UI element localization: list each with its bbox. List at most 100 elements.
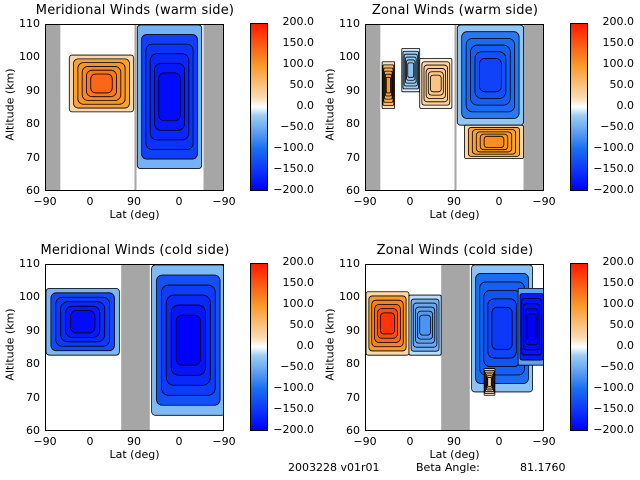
x-axis-label: Lat (deg) (109, 208, 160, 221)
y-tick-label: 100 (19, 50, 40, 64)
y-tick-label: 90 (346, 323, 360, 337)
y-tick-label: 90 (26, 323, 40, 337)
x-tick-label: −90 (33, 435, 57, 448)
x-tick-label: −90 (212, 195, 236, 208)
x-tick-label: 90 (447, 435, 461, 448)
no-data-band (441, 265, 470, 430)
x-tick-label: 90 (127, 435, 141, 448)
colorbar-tick-label: −150.0 (593, 162, 634, 175)
chart-panel: Zonal Winds (warm side) Altitude (km) 110 1… (320, 0, 640, 240)
no-data-band (121, 265, 150, 430)
contour-level (175, 314, 201, 366)
y-tick-label: 90 (346, 83, 360, 97)
x-tick-label: 90 (447, 195, 461, 208)
x-tick-label: 0 (495, 435, 503, 448)
contour-plot-area (365, 24, 544, 191)
x-tick-label: 0 (406, 195, 414, 208)
contour-plot-area (45, 24, 224, 191)
x-tick-label: 0 (406, 435, 414, 448)
contour-level (407, 62, 415, 78)
chart-panel: Meridional Winds (warm side) Altitude (km… (0, 0, 320, 240)
colorbar-tick-label: 150.0 (602, 276, 635, 289)
colorbar-tick-label: 150.0 (602, 36, 635, 49)
chart-panel: Meridional Winds (cold side) Altitude (km… (0, 240, 320, 480)
colorbar-tick-label: −200.0 (593, 423, 634, 436)
contour-level (419, 314, 431, 336)
y-tick-label: 110 (339, 17, 360, 30)
colorbar-tick-label: −100.0 (273, 381, 314, 394)
y-tick-label: 60 (346, 424, 360, 437)
colorbar (570, 263, 588, 431)
contour-level (430, 74, 442, 93)
contour-level (491, 306, 513, 351)
colorbar-tick-label: −50.0 (280, 120, 314, 133)
y-tick-label: 100 (19, 290, 40, 304)
contour-level (90, 73, 113, 94)
colorbar-tick-label: −200.0 (593, 183, 634, 196)
colorbar-tick-label: −50.0 (600, 360, 634, 373)
y-tick-label: 100 (339, 50, 360, 64)
x-tick-label: −90 (532, 195, 556, 208)
colorbar-tick-label: −200.0 (273, 183, 314, 196)
y-tick-label: 70 (346, 150, 360, 164)
y-tick-label: 70 (26, 390, 40, 404)
colorbar-tick-label: 150.0 (282, 276, 315, 289)
no-data-band (203, 25, 223, 190)
y-tick-label: 90 (26, 83, 40, 97)
y-axis-label: Altitude (km) (323, 308, 337, 381)
x-axis-label: Lat (deg) (109, 448, 160, 461)
x-axis-label: Lat (deg) (429, 208, 480, 221)
contour-level (158, 72, 181, 122)
colorbar-tick-label: −150.0 (593, 402, 634, 415)
x-axis-label: Lat (deg) (429, 448, 480, 461)
contour-level (483, 135, 505, 148)
colorbar (570, 23, 588, 191)
chart-title: Meridional Winds (warm side) (35, 3, 235, 18)
y-axis-label: Altitude (km) (3, 68, 17, 141)
contour-level (385, 76, 391, 94)
colorbar-tick-label: 0.0 (616, 339, 635, 352)
colorbar-tick-label: −50.0 (280, 360, 314, 373)
colorbar-tick-label: 200.0 (602, 15, 635, 28)
colorbar-tick-label: 0.0 (296, 339, 315, 352)
y-tick-label: 60 (26, 184, 40, 197)
colorbar-tick-label: 100.0 (282, 297, 315, 310)
contour-level (379, 312, 396, 335)
x-tick-label: 0 (495, 195, 503, 208)
colorbar-tick-label: 100.0 (602, 57, 635, 70)
contour-plot-area (365, 264, 544, 431)
footer-date-version: 2003228 v01r01 (288, 461, 380, 474)
colorbar-tick-label: 150.0 (282, 36, 315, 49)
x-tick-label: 0 (86, 195, 94, 208)
y-tick-label: 70 (26, 150, 40, 164)
x-tick-label: −90 (353, 195, 377, 208)
x-tick-label: 0 (86, 435, 94, 448)
colorbar-tick-label: −100.0 (593, 381, 634, 394)
colorbar-tick-label: 0.0 (616, 99, 635, 112)
colorbar-tick-label: 50.0 (289, 318, 315, 331)
y-tick-label: 100 (339, 290, 360, 304)
x-tick-label: 0 (175, 195, 183, 208)
no-data-band (366, 25, 381, 190)
x-tick-label: 90 (127, 195, 141, 208)
chart-title: Zonal Winds (cold side) (376, 243, 534, 258)
colorbar-tick-label: 50.0 (609, 78, 635, 91)
colorbar-tick-label: 50.0 (289, 78, 315, 91)
y-tick-label: 110 (19, 17, 40, 30)
colorbar-tick-label: −100.0 (273, 141, 314, 154)
contour-level (526, 313, 537, 340)
y-tick-label: 80 (26, 357, 40, 371)
y-axis-label: Altitude (km) (3, 308, 17, 381)
colorbar-tick-label: 200.0 (282, 15, 315, 28)
no-data-band (523, 25, 543, 190)
colorbar (250, 23, 268, 191)
colorbar-tick-label: −200.0 (273, 423, 314, 436)
colorbar (250, 263, 268, 431)
chart-title: Meridional Winds (cold side) (40, 243, 230, 258)
chart-title: Zonal Winds (warm side) (371, 3, 539, 18)
colorbar-tick-label: −50.0 (600, 120, 634, 133)
no-data-band (46, 25, 61, 190)
colorbar-tick-label: 200.0 (602, 255, 635, 268)
colorbar-tick-label: 100.0 (602, 297, 635, 310)
footer-beta-label: Beta Angle: (416, 461, 480, 474)
